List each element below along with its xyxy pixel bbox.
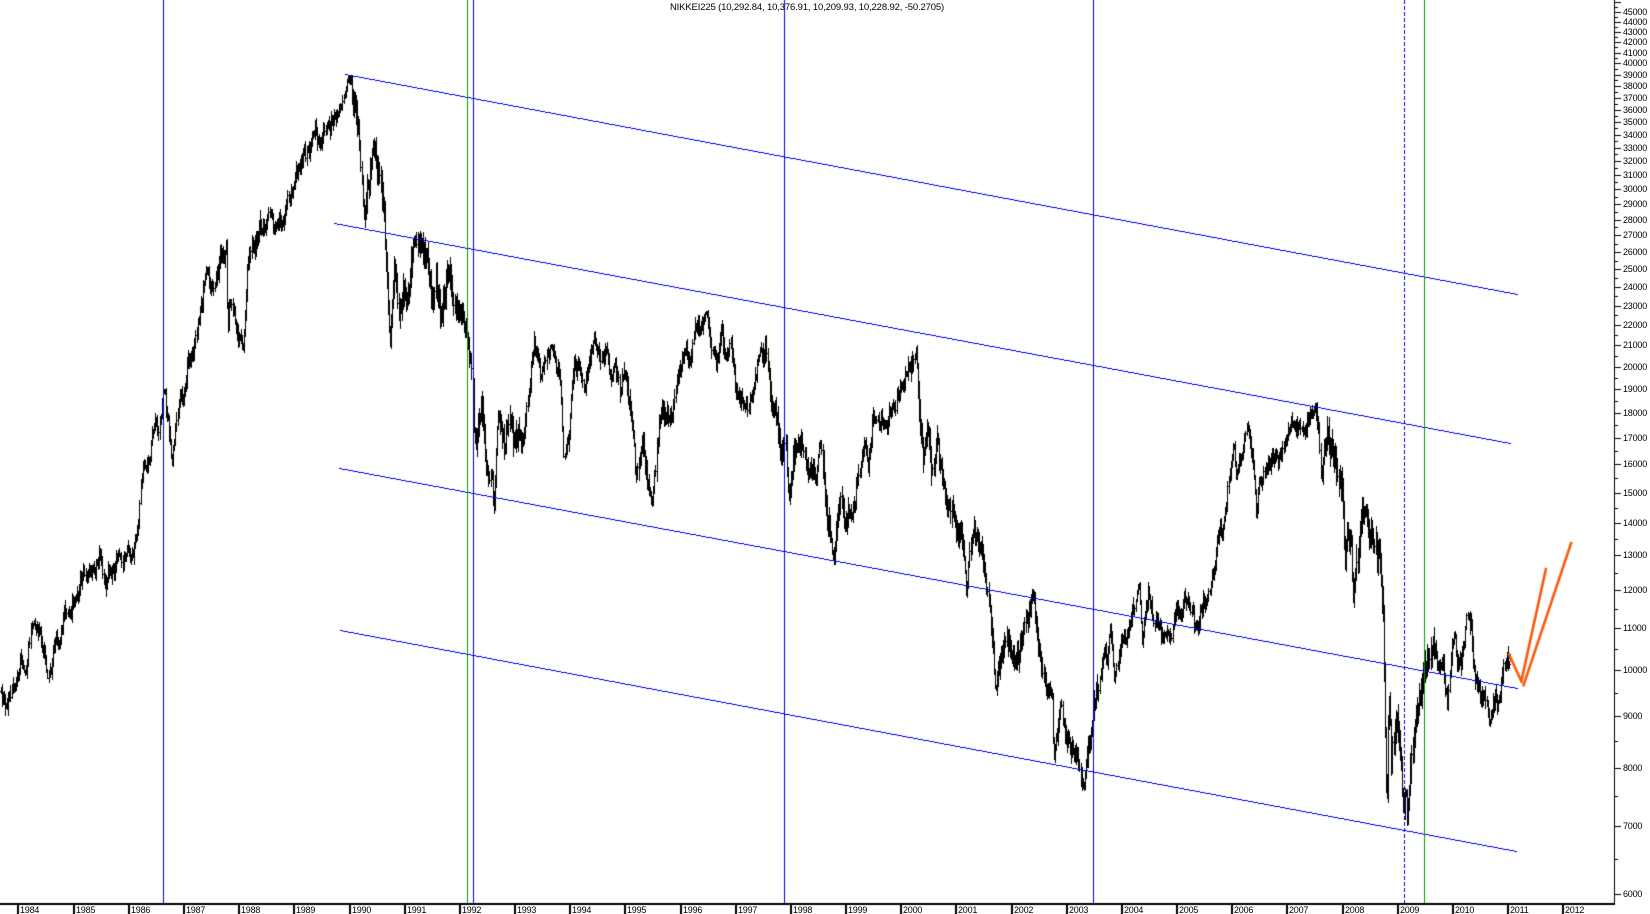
y-axis-label-24000: 24000	[1623, 282, 1648, 292]
x-axis-label-2009: 2009	[1400, 905, 1420, 914]
x-axis-label-1991: 1991	[407, 905, 427, 914]
x-axis-label-2011: 2011	[1510, 905, 1529, 914]
x-axis-label-2003: 2003	[1069, 905, 1089, 914]
y-axis-label-20000: 20000	[1623, 362, 1648, 372]
x-axis-label-2000: 2000	[903, 905, 923, 914]
y-axis-label-28000: 28000	[1623, 215, 1648, 225]
y-axis-label-21000: 21000	[1623, 340, 1648, 350]
x-axis-label-1985: 1985	[76, 905, 96, 914]
y-axis-label-31000: 31000	[1623, 170, 1648, 180]
y-axis-label-22000: 22000	[1623, 320, 1648, 330]
x-axis-label-2010: 2010	[1455, 905, 1475, 914]
y-axis-label-45000: 45000	[1623, 7, 1648, 17]
x-axis-label-1998: 1998	[793, 905, 813, 914]
x-axis-label-1996: 1996	[683, 905, 703, 914]
y-axis-label-36000: 36000	[1623, 105, 1648, 115]
x-axis-label-1987: 1987	[186, 905, 206, 914]
x-axis-label-1994: 1994	[572, 905, 592, 914]
y-axis-label-14000: 14000	[1623, 518, 1648, 528]
y-axis-label-41000: 41000	[1623, 48, 1648, 58]
x-axis-label-2004: 2004	[1124, 905, 1144, 914]
y-axis-label-44000: 44000	[1623, 17, 1648, 27]
y-axis-label-39000: 39000	[1623, 70, 1648, 80]
y-axis-label-43000: 43000	[1623, 27, 1648, 37]
x-axis-label-1984: 1984	[20, 905, 40, 914]
y-axis-label-9000: 9000	[1623, 711, 1643, 721]
y-axis-label-8000: 8000	[1623, 763, 1643, 773]
x-axis-label-2002: 2002	[1014, 905, 1034, 914]
y-axis-label-13000: 13000	[1623, 550, 1648, 560]
y-axis-label-37000: 37000	[1623, 93, 1648, 103]
x-axis-label-2006: 2006	[1234, 905, 1254, 914]
y-axis-label-35000: 35000	[1623, 117, 1648, 127]
x-axis-label-1992: 1992	[462, 905, 482, 914]
y-axis-label-19000: 19000	[1623, 384, 1648, 394]
y-axis-label-16000: 16000	[1623, 459, 1648, 469]
x-axis-label-1997: 1997	[738, 905, 758, 914]
y-axis-label-25000: 25000	[1623, 264, 1648, 274]
y-axis-label-15000: 15000	[1623, 488, 1648, 498]
y-axis-label-23000: 23000	[1623, 301, 1648, 311]
x-axis-label-1988: 1988	[241, 905, 261, 914]
x-axis-label-1989: 1989	[296, 905, 316, 914]
y-axis-label-26000: 26000	[1623, 247, 1648, 257]
y-axis-label-11000: 11000	[1623, 623, 1647, 633]
x-axis-label-2012: 2012	[1565, 905, 1585, 914]
x-axis-label-1986: 1986	[131, 905, 151, 914]
x-axis-label-2007: 2007	[1289, 905, 1309, 914]
x-axis-label-1993: 1993	[517, 905, 537, 914]
y-axis-label-38000: 38000	[1623, 81, 1648, 91]
x-axis-label-1995: 1995	[627, 905, 647, 914]
y-axis-label-42000: 42000	[1623, 37, 1648, 47]
x-axis-label-2001: 2001	[958, 905, 978, 914]
y-axis-label-17000: 17000	[1623, 433, 1648, 443]
y-axis-label-40000: 40000	[1623, 58, 1648, 68]
x-axis-label-2008: 2008	[1345, 905, 1365, 914]
chart-title: NIKKEI225 (10,292.84, 10,376.91, 10,209.…	[669, 2, 945, 13]
y-axis-label-27000: 27000	[1623, 230, 1648, 240]
y-axis-label-30000: 30000	[1623, 184, 1648, 194]
y-axis-label-18000: 18000	[1623, 408, 1648, 418]
y-axis-label-12000: 12000	[1623, 585, 1648, 595]
x-axis-label-2005: 2005	[1179, 905, 1199, 914]
y-axis-label-6000: 6000	[1623, 889, 1643, 899]
y-axis-label-10000: 10000	[1623, 665, 1648, 675]
x-axis-label-1999: 1999	[848, 905, 868, 914]
y-axis-label-7000: 7000	[1623, 821, 1643, 831]
y-axis-label-29000: 29000	[1623, 199, 1648, 209]
y-axis-label-34000: 34000	[1623, 130, 1648, 140]
y-axis-label-32000: 32000	[1623, 156, 1648, 166]
y-axis-label-33000: 33000	[1623, 143, 1648, 153]
x-axis-label-1990: 1990	[352, 905, 372, 914]
